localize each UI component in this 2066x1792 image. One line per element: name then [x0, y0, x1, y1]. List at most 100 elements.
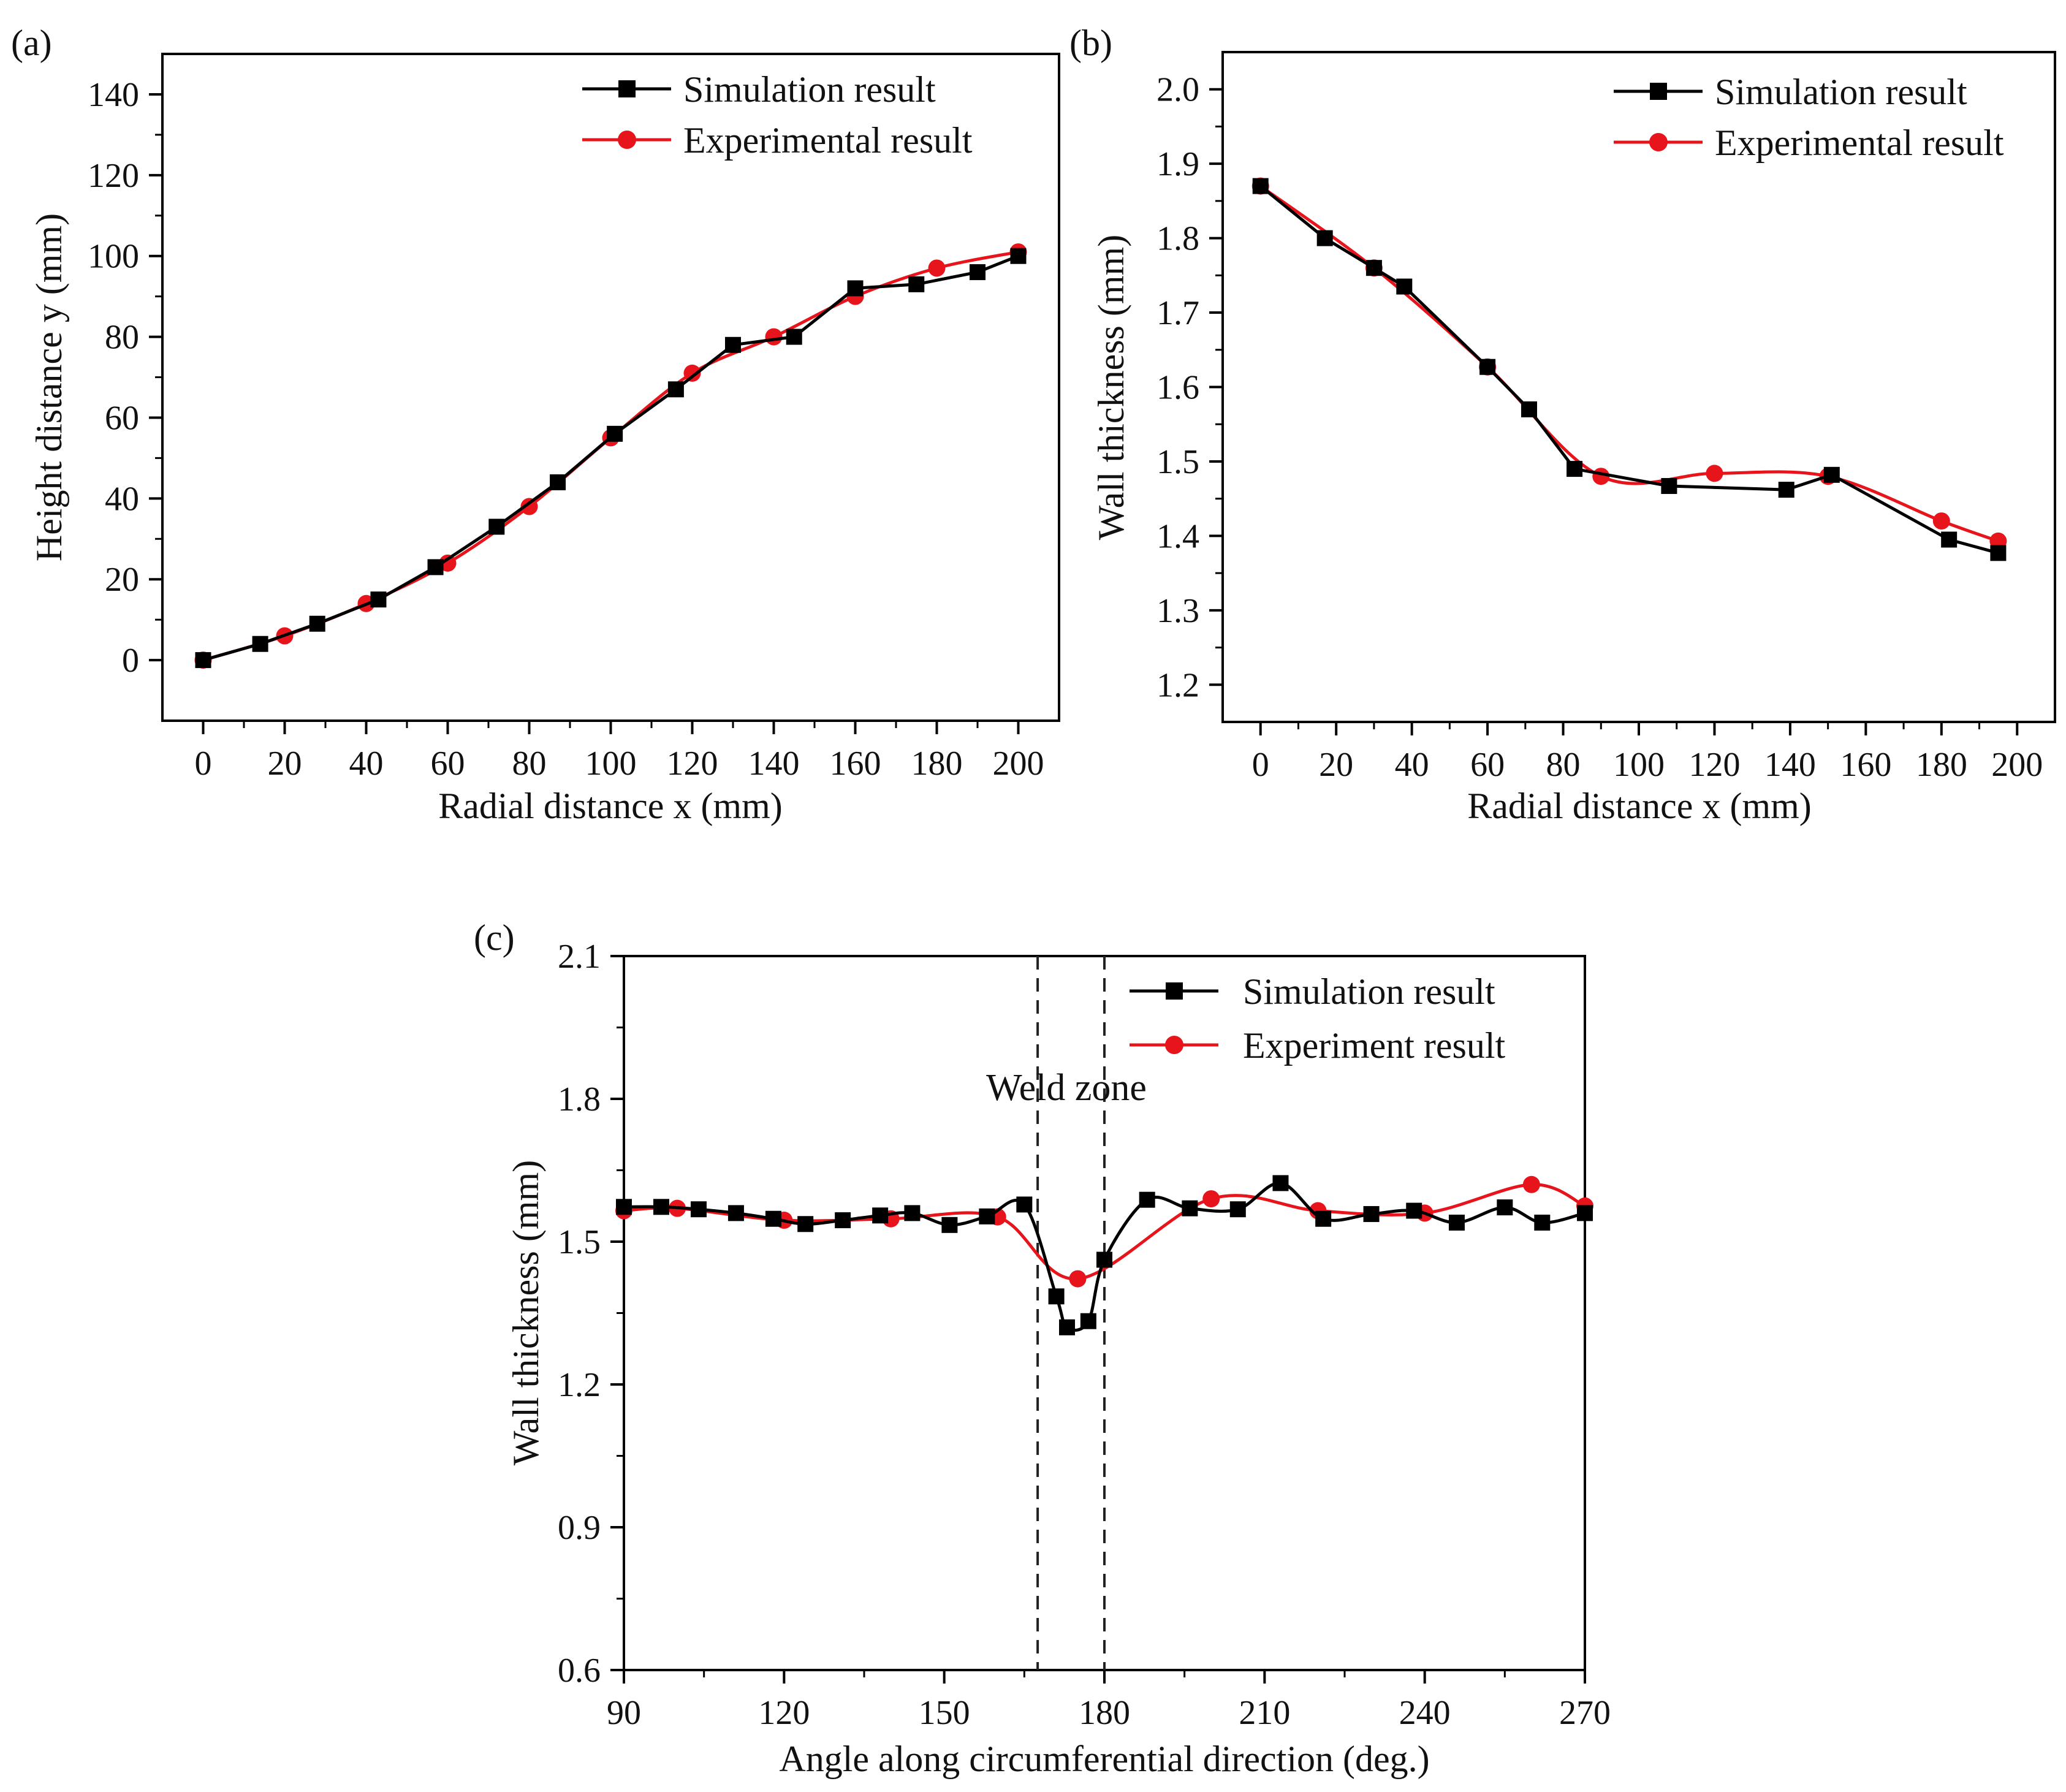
y-axis-title-b: Wall thickness (mm)	[1091, 235, 1131, 540]
x-tick-label-b: 160	[1840, 746, 1891, 784]
simulation-point-c	[797, 1216, 814, 1232]
legend-label-sim-b: Simulation result	[1715, 72, 1967, 112]
simulation-point-b	[1567, 461, 1583, 477]
series-layer-c	[615, 1175, 1593, 1335]
simulation-point-b	[1521, 401, 1537, 417]
simulation-point-c	[653, 1199, 669, 1215]
simulation-point-b	[1823, 466, 1840, 483]
experimental-point-a	[683, 364, 701, 382]
y-tick-label-a: 120	[88, 157, 139, 195]
simulation-point-b	[1479, 359, 1496, 375]
simulation-point-c	[765, 1210, 781, 1227]
simulation-point-b	[1778, 482, 1794, 498]
weld-zone-label: Weld zone	[986, 1067, 1147, 1109]
legend-marker-exp-b	[1649, 133, 1668, 151]
legend-label-sim-c: Simulation result	[1243, 971, 1495, 1012]
panel-label-a: (a)	[11, 23, 52, 63]
weld-zone-layer	[1036, 956, 1106, 1670]
x-tick-label-a: 80	[512, 745, 547, 783]
chart-b: (b) 0 20 40 60 80 100 120 140 160 180 200 1.21.31.…	[1069, 23, 2056, 826]
simulation-point-c	[872, 1207, 889, 1224]
x-tick-label-b: 60	[1470, 746, 1505, 784]
x-tick-label-c: 210	[1239, 1694, 1290, 1732]
simulation-point-c	[1059, 1319, 1076, 1335]
x-tick-label-c: 240	[1399, 1694, 1451, 1732]
chart-a: (a) 0 20 40 60 80 100 120 140 160 180 200 0 20 40 60 8…	[11, 23, 1060, 826]
x-tick-label-c: 180	[1079, 1694, 1130, 1732]
legend-a: Simulation result Experimental result	[582, 69, 973, 161]
y-tick-label-b: 1.3	[1156, 592, 1199, 630]
legend-label-sim-a: Simulation result	[683, 69, 936, 110]
y-tick-label-c: 1.8	[558, 1080, 601, 1118]
y-tick-label-a: 20	[105, 561, 139, 599]
legend-marker-sim-b	[1650, 83, 1667, 100]
x-tick-label-c: 150	[919, 1694, 970, 1732]
simulation-point-c	[1448, 1214, 1465, 1231]
legend-label-exp-a: Experimental result	[683, 120, 973, 161]
y-tick-label-b: 1.4	[1156, 517, 1199, 555]
y-axis-title-a: Height distance y (mm)	[29, 213, 69, 561]
simulation-point-a	[607, 425, 623, 442]
y-axis-title-c: Wall thickness (mm)	[506, 1160, 546, 1465]
simulation-point-c	[1577, 1205, 1593, 1221]
x-ticks-b: 0 20 40 60 80 100 120 140 160 180 200	[1252, 722, 2043, 784]
y-tick-label-a: 0	[122, 642, 139, 680]
y-tick-label-c: 1.5	[558, 1223, 601, 1261]
simulation-point-b	[1941, 531, 1958, 548]
legend-label-exp-c: Experiment result	[1243, 1025, 1506, 1066]
y-tick-label-a: 60	[105, 399, 139, 437]
y-tick-label-b: 1.5	[1156, 443, 1199, 481]
x-tick-label-a: 140	[748, 745, 800, 783]
y-tick-label-a: 100	[88, 238, 139, 276]
simulation-point-c	[941, 1217, 958, 1233]
y-tick-label-b: 1.6	[1156, 369, 1199, 407]
simulation-point-c	[1182, 1200, 1198, 1217]
x-ticks-a: 0 20 40 60 80 100 120 140 160 180 200	[195, 721, 1044, 783]
y-tick-label-c: 0.6	[558, 1652, 601, 1690]
simulation-point-c	[1363, 1205, 1380, 1222]
x-tick-label-b: 0	[1252, 746, 1269, 784]
panel-label-b: (b)	[1069, 23, 1112, 63]
x-tick-label-a: 200	[993, 745, 1044, 783]
simulation-point-a	[1010, 248, 1027, 264]
legend-marker-sim-c	[1166, 982, 1183, 1000]
experimental-point-a	[520, 498, 538, 515]
x-tick-label-a: 120	[667, 745, 718, 783]
x-axis-title-b: Radial distance x (mm)	[1467, 786, 1812, 826]
x-axis-title-a: Radial distance x (mm)	[438, 786, 783, 826]
simulation-point-a	[725, 336, 741, 353]
chart-c: (c) 90 120 150 180 210 240 270 0.6 0.9 1.2 1.5 1.8…	[474, 917, 1611, 1779]
y-ticks-c: 0.6 0.9 1.2 1.5 1.8 2.1	[558, 938, 624, 1690]
simulation-point-a	[195, 652, 211, 669]
x-ticks-c: 90 120 150 180 210 240 270	[607, 1670, 1611, 1732]
x-tick-label-a: 60	[431, 745, 465, 783]
legend-b: Simulation result Experimental result	[1614, 72, 2004, 163]
simulation-point-c	[1080, 1313, 1096, 1329]
simulation-point-b	[1365, 260, 1382, 276]
simulation-point-c	[1096, 1251, 1112, 1268]
series-layer-b	[1251, 177, 2007, 561]
simulation-point-c	[1406, 1202, 1422, 1219]
panel-label-c: (c)	[474, 917, 515, 958]
simulation-point-b	[1252, 178, 1269, 194]
simulation-point-a	[427, 559, 444, 575]
y-ticks-b: 1.2 1.3 1.4 1.5 1.6 1.7 1.8 1.9 2.0	[1156, 71, 1223, 704]
simulation-point-a	[550, 474, 566, 490]
experimental-point-a	[765, 328, 783, 346]
x-axis-title-c: Angle along circumferential direction (d…	[779, 1739, 1429, 1779]
x-tick-label-b: 200	[1991, 746, 2043, 784]
simulation-point-a	[488, 518, 505, 535]
x-tick-label-a: 0	[195, 745, 212, 783]
legend-label-exp-b: Experimental result	[1715, 123, 2004, 163]
x-tick-label-b: 180	[1916, 746, 1967, 784]
simulation-point-c	[1048, 1288, 1065, 1305]
legend-c: Simulation result Experiment result	[1130, 971, 1506, 1066]
x-tick-label-b: 20	[1319, 746, 1353, 784]
experimental-point-b	[1706, 465, 1723, 482]
x-tick-label-a: 180	[911, 745, 963, 783]
experimental-point-b	[1592, 468, 1610, 485]
x-tick-label-b: 80	[1546, 746, 1581, 784]
experimental-point-c	[1202, 1190, 1220, 1208]
legend-marker-exp-c	[1165, 1036, 1183, 1054]
